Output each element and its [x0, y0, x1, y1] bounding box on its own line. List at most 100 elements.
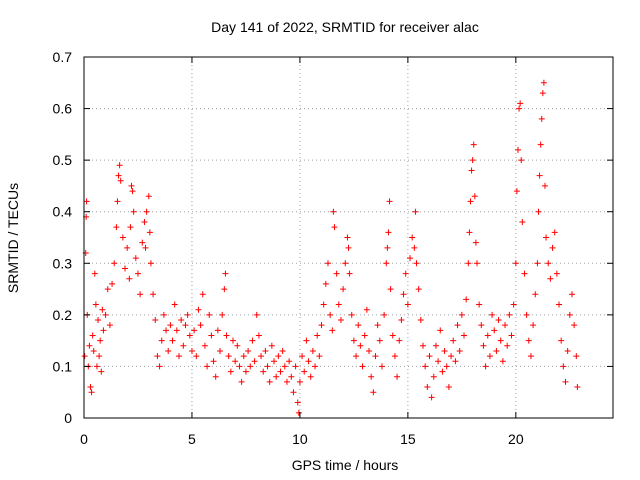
data-point	[389, 332, 396, 339]
data-point	[95, 317, 102, 324]
data-point	[386, 198, 393, 205]
data-point	[199, 291, 206, 298]
y-tick-label: 0.2	[53, 307, 73, 323]
data-point	[234, 342, 241, 349]
data-point	[422, 363, 429, 370]
data-point	[210, 358, 217, 365]
data-point	[89, 332, 96, 339]
data-point	[564, 347, 571, 354]
data-point	[376, 337, 383, 344]
data-point	[468, 167, 475, 174]
data-point	[504, 342, 511, 349]
data-point	[467, 198, 474, 205]
data-point	[573, 353, 580, 360]
data-point	[497, 337, 504, 344]
data-point	[88, 389, 95, 396]
data-point	[186, 332, 193, 339]
data-point	[510, 301, 517, 308]
data-point	[188, 347, 195, 354]
plot-frame	[83, 56, 614, 419]
data-point	[106, 322, 113, 329]
data-point	[247, 363, 254, 370]
grid	[84, 57, 613, 418]
data-point	[437, 327, 444, 334]
data-point	[178, 317, 185, 324]
data-point	[102, 311, 109, 318]
data-point	[445, 384, 452, 391]
data-point	[547, 275, 554, 282]
data-point	[163, 327, 170, 334]
data-point	[525, 337, 532, 344]
data-point	[329, 327, 336, 334]
data-point	[370, 389, 377, 396]
data-point	[327, 311, 334, 318]
data-point	[132, 255, 139, 262]
data-point	[217, 347, 224, 354]
data-point	[387, 286, 394, 293]
data-point	[193, 353, 200, 360]
data-point	[466, 229, 473, 236]
data-point	[458, 311, 465, 318]
data-point	[482, 363, 489, 370]
data-point	[223, 332, 230, 339]
data-point	[87, 384, 94, 391]
data-point	[556, 301, 563, 308]
data-point	[92, 301, 99, 308]
y-tick-label: 0.5	[53, 152, 73, 168]
data-point	[532, 291, 539, 298]
y-tick-label: 0.4	[53, 204, 73, 220]
data-point	[147, 260, 154, 267]
data-point	[146, 229, 153, 236]
data-point	[156, 363, 163, 370]
data-point	[413, 260, 420, 267]
data-point	[180, 342, 187, 349]
x-tick-label: 5	[188, 431, 196, 447]
data-point	[90, 347, 97, 354]
data-point	[245, 347, 252, 354]
data-point	[91, 270, 98, 277]
data-point	[549, 244, 556, 251]
data-point	[255, 332, 262, 339]
data-point	[184, 311, 191, 318]
data-point	[411, 244, 418, 251]
data-point	[324, 260, 331, 267]
data-point	[465, 260, 472, 267]
data-point	[141, 219, 148, 226]
data-point	[469, 157, 476, 164]
data-point	[169, 337, 176, 344]
data-point	[491, 327, 498, 334]
data-point	[126, 275, 133, 282]
data-point	[115, 172, 122, 179]
data-point	[417, 317, 424, 324]
data-point	[428, 394, 435, 401]
data-point	[158, 337, 165, 344]
data-point	[470, 141, 477, 148]
data-point	[558, 337, 565, 344]
data-point	[443, 363, 450, 370]
data-point	[86, 342, 93, 349]
data-point	[508, 332, 515, 339]
y-tick-label: 0.7	[53, 49, 73, 65]
data-point	[394, 373, 401, 380]
data-point	[538, 115, 545, 122]
data-point	[160, 311, 167, 318]
data-point	[225, 353, 232, 360]
data-point	[407, 255, 414, 262]
data-point	[109, 280, 116, 287]
data-point	[391, 353, 398, 360]
data-point	[562, 378, 569, 385]
data-point	[357, 342, 364, 349]
data-point	[221, 286, 228, 293]
data-point	[238, 378, 245, 385]
data-point	[551, 229, 558, 236]
data-point	[441, 347, 448, 354]
data-point	[303, 337, 310, 344]
data-point	[98, 368, 105, 375]
data-point	[415, 286, 422, 293]
data-point	[333, 270, 340, 277]
data-point	[119, 234, 126, 241]
data-point	[412, 208, 419, 215]
data-point	[318, 322, 325, 329]
data-point	[279, 347, 286, 354]
data-point	[275, 353, 282, 360]
